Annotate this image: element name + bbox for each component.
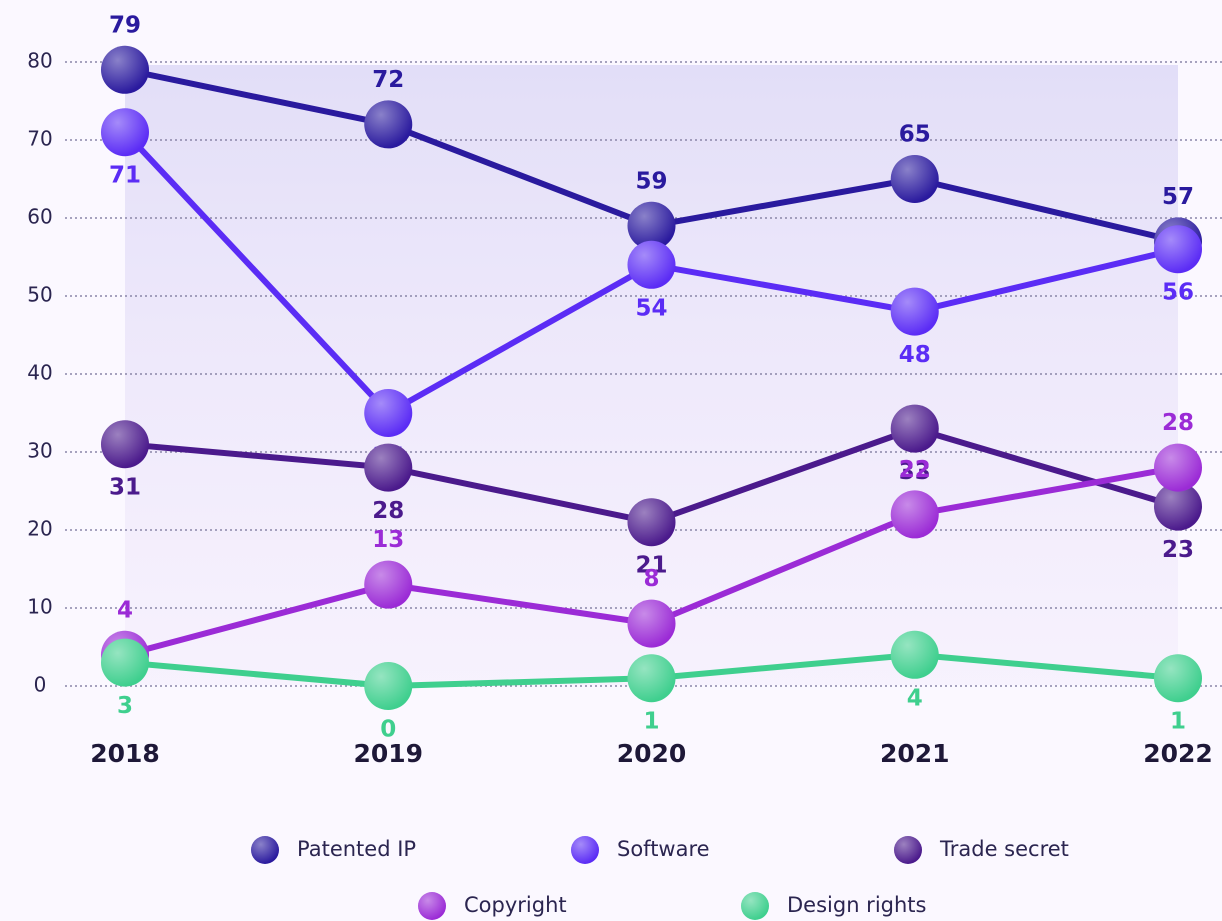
x-tick-label: 2021 <box>880 739 950 768</box>
point-shine <box>890 404 939 453</box>
y-tick-label: 0 <box>34 673 47 697</box>
y-tick-label: 50 <box>27 283 52 307</box>
legend-swatch-shine <box>571 836 599 864</box>
legend-swatch-shine <box>894 836 922 864</box>
y-tick-label: 70 <box>27 127 52 151</box>
x-tick-label: 2022 <box>1143 739 1213 768</box>
data-label: 79 <box>109 12 141 38</box>
data-label: 59 <box>635 168 667 194</box>
point-shine <box>890 155 939 203</box>
data-label: 65 <box>899 122 931 148</box>
y-tick-label: 40 <box>27 361 52 385</box>
point-shine <box>1154 654 1202 703</box>
data-label: 0 <box>380 717 396 743</box>
data-label: 31 <box>109 475 141 501</box>
point-shine <box>1154 482 1202 531</box>
point-shine <box>627 240 676 289</box>
data-label: 54 <box>635 295 667 321</box>
data-label: 57 <box>1162 184 1194 210</box>
plot-background <box>125 65 1178 685</box>
data-label: 72 <box>372 67 404 93</box>
data-label: 22 <box>899 457 931 483</box>
point-shine <box>101 638 149 687</box>
x-tick-label: 2018 <box>90 739 160 768</box>
data-label: 1 <box>643 709 659 735</box>
legend-label: Copyright <box>464 893 567 917</box>
x-tick-label: 2019 <box>353 739 423 768</box>
data-label: 28 <box>372 498 404 524</box>
data-label: 3 <box>117 693 133 719</box>
legend-swatch-shine <box>251 836 279 864</box>
point-shine <box>101 420 149 469</box>
x-tick-label: 2020 <box>617 739 687 768</box>
data-label: 33 <box>899 459 931 485</box>
data-label: 28 <box>1162 410 1194 436</box>
data-label: 4 <box>117 597 133 623</box>
data-label: 13 <box>372 527 404 553</box>
point-shine <box>627 654 676 703</box>
data-label: 23 <box>1162 537 1194 563</box>
data-label: 8 <box>643 566 659 592</box>
data-label: 48 <box>899 342 931 368</box>
data-label: 4 <box>907 685 923 711</box>
data-label: 21 <box>635 553 667 579</box>
point-shine <box>364 389 413 437</box>
point-shine <box>1154 225 1202 274</box>
y-tick-label: 30 <box>27 439 52 463</box>
point-shine <box>627 599 676 648</box>
legend-label: Design rights <box>787 893 926 917</box>
point-shine <box>101 108 149 157</box>
y-tick-label: 80 <box>27 49 52 73</box>
point-shine <box>364 560 413 609</box>
point-shine <box>890 287 939 336</box>
data-label: 71 <box>109 163 141 189</box>
data-label: 1 <box>1170 709 1186 735</box>
point-shine <box>101 45 149 94</box>
y-tick-label: 20 <box>27 517 52 541</box>
y-tick-label: 10 <box>27 595 52 619</box>
legend-swatch-shine <box>418 892 446 920</box>
point-shine <box>890 490 939 539</box>
legend-swatch-shine <box>741 892 769 920</box>
point-shine <box>1154 443 1202 492</box>
legend-label: Patented IP <box>297 837 416 861</box>
legend-label: Trade secret <box>939 837 1069 861</box>
point-shine <box>364 662 413 710</box>
point-shine <box>627 498 676 547</box>
legend-label: Software <box>617 837 710 861</box>
point-shine <box>890 630 939 679</box>
data-label: 56 <box>1162 280 1194 306</box>
point-shine <box>364 100 413 149</box>
point-shine <box>627 201 676 250</box>
point-shine <box>364 443 413 492</box>
y-tick-label: 60 <box>27 205 52 229</box>
